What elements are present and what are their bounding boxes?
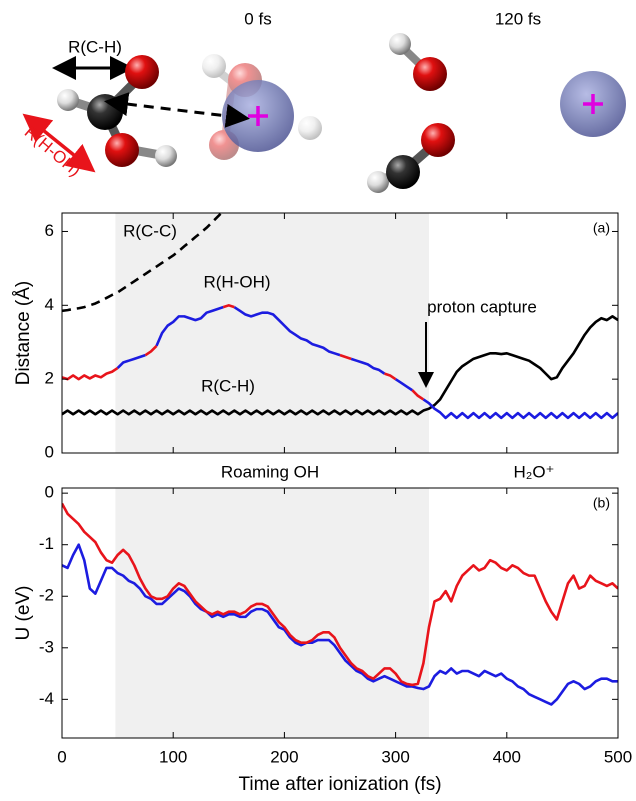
figure: 0 fs 120 fs R(C-H) R(H-OH): [0, 0, 636, 801]
x-tick-label: 300: [381, 747, 409, 766]
y-axis-label: U (eV): [13, 586, 34, 641]
x-tick-label: 200: [270, 747, 298, 766]
annotation: H₂O⁺: [513, 462, 554, 481]
molecule-illustration: 0 fs 120 fs R(C-H) R(H-OH): [21, 9, 626, 193]
y-tick-label: -2: [39, 586, 54, 605]
y-tick-label: -3: [39, 637, 54, 656]
annotation: Roaming OH: [221, 462, 319, 481]
y-tick-label: -1: [39, 534, 54, 553]
y-tick-label: 4: [45, 295, 54, 314]
annotation: R(H-OH): [203, 272, 270, 291]
annotation: R(C-H): [201, 376, 255, 395]
page: 0 fs 120 fs R(C-H) R(H-OH): [0, 0, 636, 801]
y-axis-label: Distance (Å): [13, 281, 34, 386]
time-label: 120 fs: [495, 9, 541, 28]
x-tick-label: 100: [159, 747, 187, 766]
distance-label: R(C-H): [68, 37, 122, 56]
oh-fragment: [389, 33, 447, 91]
x-tick-label: 500: [604, 747, 632, 766]
x-tick-label: 0: [57, 747, 66, 766]
time-label: 0 fs: [244, 9, 271, 28]
panel-label: (b): [593, 495, 610, 511]
hco-fragment: [367, 123, 455, 193]
y-tick-label: 0: [45, 442, 54, 461]
y-tick-label: 6: [45, 221, 54, 240]
y-tick-label: 2: [45, 369, 54, 388]
annotation: proton capture: [427, 297, 537, 316]
panel-label: (a): [593, 220, 610, 236]
x-axis-label: Time after ionization (fs): [238, 774, 441, 795]
formic-acid: [57, 55, 177, 167]
y-tick-label: -4: [39, 689, 54, 708]
x-tick-label: 400: [493, 747, 521, 766]
distance-label: R(H-OH): [21, 122, 85, 180]
annotation: R(C-C): [123, 221, 177, 240]
y-tick-label: 0: [45, 483, 54, 502]
